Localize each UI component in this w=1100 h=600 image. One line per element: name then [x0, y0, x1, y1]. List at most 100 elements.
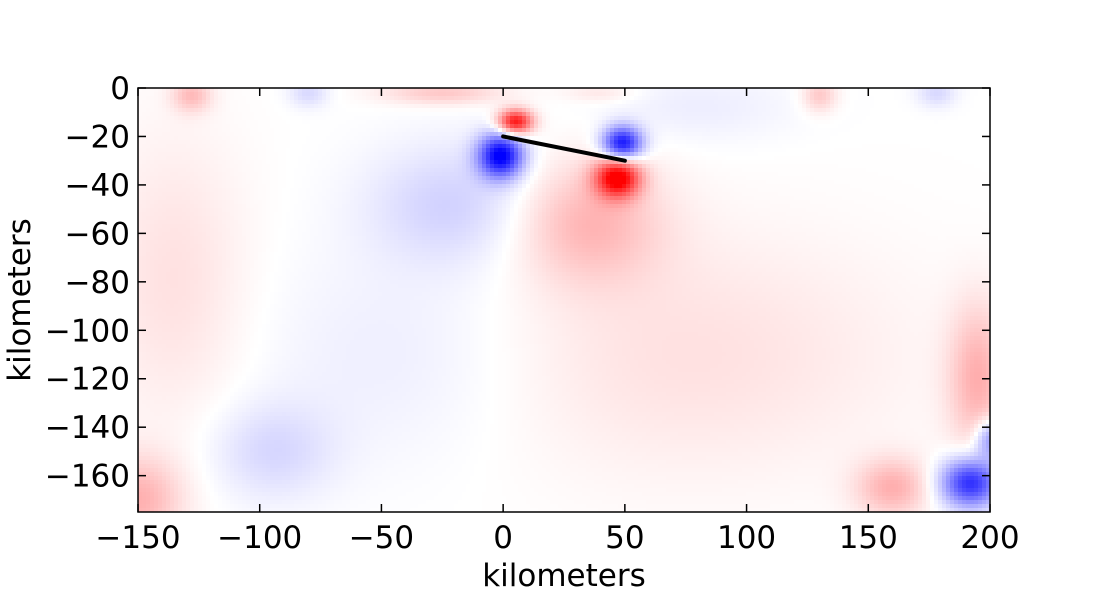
heatmap-cell	[178, 220, 183, 225]
heatmap-cell	[278, 420, 283, 425]
heatmap-cell	[146, 456, 151, 461]
heatmap-cell	[202, 320, 207, 325]
heatmap-cell	[290, 440, 295, 445]
heatmap-cell	[302, 488, 307, 493]
heatmap-cell	[254, 328, 259, 333]
heatmap-cell	[294, 500, 299, 505]
heatmap-cell	[242, 340, 247, 345]
heatmap-cell	[154, 272, 159, 277]
heatmap-cell	[294, 480, 299, 485]
heatmap-cell	[202, 132, 207, 137]
heatmap-cell	[166, 224, 171, 229]
heatmap-cell	[214, 336, 219, 341]
heatmap-cell	[166, 244, 171, 249]
heatmap-cell	[210, 440, 215, 445]
heatmap-cell	[310, 344, 315, 349]
heatmap-cell	[222, 160, 227, 165]
heatmap-cell	[314, 476, 319, 481]
heatmap-cell	[210, 372, 215, 377]
heatmap-cell	[146, 224, 151, 229]
heatmap-cell	[234, 112, 239, 117]
heatmap-cell	[162, 468, 167, 473]
heatmap-cell	[186, 400, 191, 405]
heatmap-cell	[306, 492, 311, 497]
heatmap-cell	[162, 388, 167, 393]
heatmap-cell	[170, 132, 175, 137]
heatmap-cell	[222, 236, 227, 241]
heatmap-cell	[254, 440, 259, 445]
heatmap-cell	[162, 192, 167, 197]
heatmap-cell	[234, 188, 239, 193]
heatmap-cell	[302, 272, 307, 277]
heatmap-cell	[318, 348, 323, 353]
heatmap-cell	[310, 340, 315, 345]
heatmap-cell	[310, 492, 315, 497]
heatmap-cell	[266, 356, 271, 361]
heatmap-cell	[302, 324, 307, 329]
heatmap-cell	[262, 144, 267, 149]
heatmap-cell	[322, 312, 327, 317]
heatmap-cell	[282, 148, 287, 153]
heatmap-cell	[186, 320, 191, 325]
heatmap-cell	[190, 144, 195, 149]
heatmap-cell	[234, 412, 239, 417]
heatmap-cell	[142, 408, 147, 413]
heatmap-cell	[310, 132, 315, 137]
heatmap-cell	[194, 428, 199, 433]
heatmap-cell	[258, 408, 263, 413]
heatmap-cell	[162, 384, 167, 389]
heatmap-cell	[254, 308, 259, 313]
heatmap-cell	[282, 296, 287, 301]
heatmap-cell	[246, 352, 251, 357]
heatmap-cell	[290, 332, 295, 337]
heatmap-cell	[162, 392, 167, 397]
heatmap-cell	[170, 184, 175, 189]
heatmap-cell	[246, 192, 251, 197]
heatmap-cell	[274, 332, 279, 337]
heatmap-cell	[158, 232, 163, 237]
heatmap-cell	[206, 440, 211, 445]
heatmap-cell	[294, 248, 299, 253]
heatmap-cell	[214, 280, 219, 285]
heatmap-cell	[278, 444, 283, 449]
heatmap-cell	[182, 180, 187, 185]
heatmap-cell	[310, 96, 315, 101]
heatmap-cell	[162, 412, 167, 417]
heatmap-cell	[286, 284, 291, 289]
heatmap-cell	[306, 448, 311, 453]
heatmap-cell	[278, 372, 283, 377]
heatmap-cell	[318, 128, 323, 133]
heatmap-cell	[234, 220, 239, 225]
heatmap-cell	[170, 208, 175, 213]
heatmap-cell	[186, 360, 191, 365]
heatmap-cell	[230, 400, 235, 405]
heatmap-cell	[202, 152, 207, 157]
heatmap-cell	[278, 200, 283, 205]
heatmap-cell	[250, 112, 255, 117]
heatmap-cell	[194, 196, 199, 201]
heatmap-cell	[254, 332, 259, 337]
heatmap-cell	[314, 360, 319, 365]
heatmap-cell	[234, 320, 239, 325]
heatmap-cell	[182, 172, 187, 177]
heatmap-cell	[186, 268, 191, 273]
heatmap-cell	[278, 148, 283, 153]
heatmap-cell	[186, 260, 191, 265]
heatmap-cell	[282, 276, 287, 281]
heatmap-cell	[234, 232, 239, 237]
heatmap-cell	[262, 288, 267, 293]
heatmap-cell	[158, 132, 163, 137]
heatmap-cell	[242, 124, 247, 129]
heatmap-cell	[230, 228, 235, 233]
heatmap-cell	[298, 424, 303, 429]
heatmap-cell	[310, 288, 315, 293]
heatmap-cell	[310, 156, 315, 161]
heatmap-cell	[306, 296, 311, 301]
heatmap-cell	[158, 288, 163, 293]
heatmap-cell	[322, 280, 327, 285]
heatmap-cell	[298, 308, 303, 313]
heatmap-cell	[222, 268, 227, 273]
heatmap-cell	[214, 172, 219, 177]
heatmap-cell	[154, 432, 159, 437]
heatmap-cell	[230, 292, 235, 297]
